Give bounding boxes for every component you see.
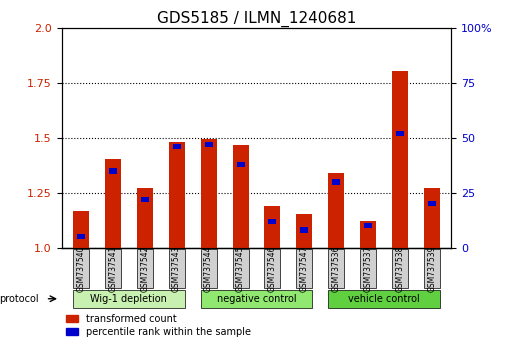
Text: GSM737541: GSM737541	[108, 245, 117, 292]
Bar	[428, 201, 436, 206]
FancyBboxPatch shape	[136, 250, 153, 288]
Text: GSM737543: GSM737543	[172, 245, 181, 292]
Bar	[332, 179, 341, 184]
FancyBboxPatch shape	[201, 250, 216, 288]
Text: protocol: protocol	[0, 294, 39, 304]
Bar	[397, 131, 404, 136]
Text: GSM737547: GSM737547	[300, 245, 309, 292]
Text: GSM737538: GSM737538	[396, 245, 405, 292]
FancyBboxPatch shape	[297, 250, 312, 288]
Text: GSM737545: GSM737545	[236, 245, 245, 292]
Bar	[424, 188, 440, 247]
Text: vehicle control: vehicle control	[348, 294, 420, 304]
Bar	[73, 211, 89, 247]
Bar	[364, 223, 372, 228]
Text: GSM737544: GSM737544	[204, 245, 213, 292]
Bar	[201, 139, 216, 247]
FancyBboxPatch shape	[328, 290, 440, 308]
Bar	[109, 168, 116, 173]
FancyBboxPatch shape	[392, 250, 408, 288]
FancyBboxPatch shape	[328, 250, 344, 288]
Bar	[297, 213, 312, 247]
Text: GSM737546: GSM737546	[268, 245, 277, 292]
Legend: transformed count, percentile rank within the sample: transformed count, percentile rank withi…	[66, 314, 251, 337]
Text: Wig-1 depletion: Wig-1 depletion	[90, 294, 167, 304]
Text: negative control: negative control	[216, 294, 297, 304]
FancyBboxPatch shape	[73, 290, 185, 308]
Bar	[392, 71, 408, 247]
FancyBboxPatch shape	[424, 250, 440, 288]
FancyBboxPatch shape	[265, 250, 281, 288]
Bar	[301, 227, 308, 233]
Bar	[136, 188, 153, 247]
Bar	[141, 196, 149, 202]
Text: GSM737537: GSM737537	[364, 245, 373, 292]
Text: GSM737536: GSM737536	[332, 245, 341, 292]
Bar	[105, 159, 121, 247]
Title: GDS5185 / ILMN_1240681: GDS5185 / ILMN_1240681	[157, 11, 356, 27]
Text: GSM737540: GSM737540	[76, 245, 85, 292]
Bar	[169, 142, 185, 247]
FancyBboxPatch shape	[360, 250, 377, 288]
FancyBboxPatch shape	[105, 250, 121, 288]
FancyBboxPatch shape	[73, 250, 89, 288]
Bar	[328, 173, 344, 247]
Bar	[265, 206, 281, 247]
Text: GSM737542: GSM737542	[140, 245, 149, 292]
Bar	[205, 142, 212, 147]
Bar	[268, 218, 277, 224]
Bar	[236, 161, 245, 167]
Text: GSM737539: GSM737539	[428, 245, 437, 292]
Bar	[172, 144, 181, 149]
FancyBboxPatch shape	[169, 250, 185, 288]
FancyBboxPatch shape	[232, 250, 248, 288]
Bar	[360, 221, 377, 247]
Bar	[77, 234, 85, 239]
FancyBboxPatch shape	[201, 290, 312, 308]
Bar	[232, 144, 248, 247]
